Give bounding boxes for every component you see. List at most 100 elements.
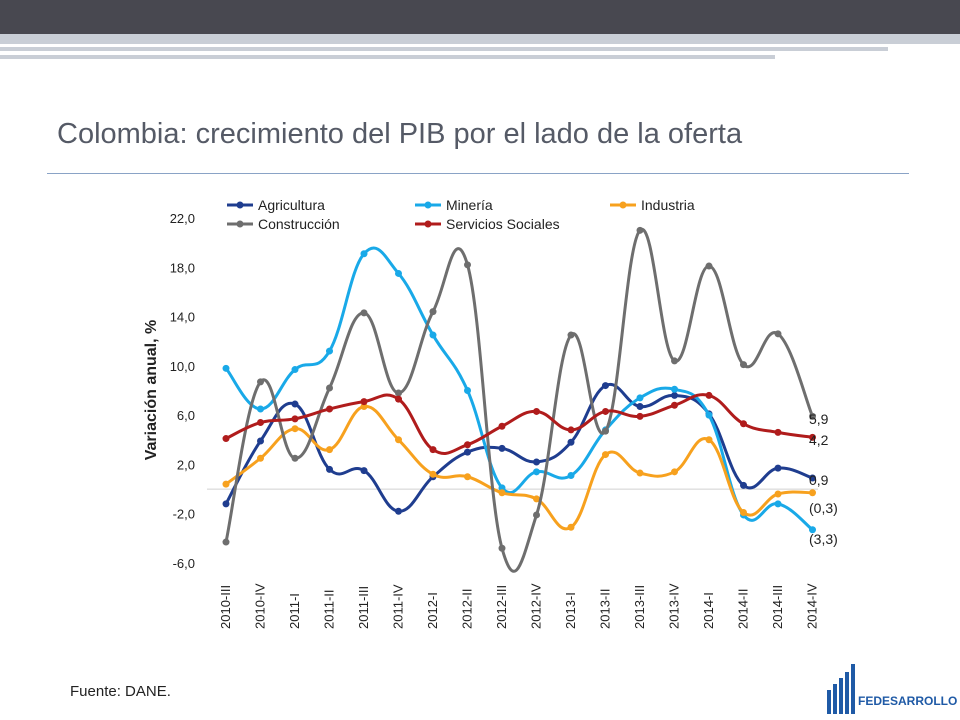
y-tick-label: 14,0: [170, 310, 195, 325]
data-point-mineria: [326, 347, 333, 355]
y-axis-label: Variación anual, %: [143, 320, 160, 461]
top-banner-stripe: [0, 34, 960, 44]
data-point-agricultura: [222, 500, 230, 508]
data-point-industria: [395, 436, 402, 444]
data-point-servicios: [533, 407, 540, 415]
x-tick-label: 2012-IV: [529, 583, 544, 629]
y-tick-label: -2,0: [173, 507, 195, 522]
data-point-construccion: [602, 427, 609, 435]
data-point-construccion: [222, 538, 230, 546]
data-point-servicios: [636, 412, 644, 420]
data-point-mineria: [360, 250, 368, 258]
data-point-servicios: [464, 441, 471, 449]
series-line-construccion: [224, 228, 814, 573]
series-line-mineria: [224, 246, 814, 531]
y-tick-label: 6,0: [177, 408, 195, 423]
top-banner: [0, 0, 960, 34]
data-point-industria: [740, 508, 747, 516]
data-point-mineria: [567, 472, 575, 480]
data-point-industria: [636, 469, 644, 477]
data-point-mineria: [809, 526, 816, 534]
data-point-agricultura: [498, 444, 506, 452]
data-point-industria: [291, 425, 299, 433]
x-tick-label: 2013-I: [563, 592, 578, 629]
data-point-servicios: [774, 428, 782, 436]
legend-label-agricultura: Agricultura: [258, 197, 325, 213]
y-tick-label: 22,0: [170, 211, 195, 226]
source-note: Fuente: DANE.: [70, 683, 171, 700]
legend-marker-mineria: [424, 201, 432, 209]
x-tick-label: 2011-IV: [391, 584, 406, 629]
data-point-agricultura: [257, 437, 264, 445]
data-point-mineria: [395, 269, 402, 277]
top-banner-line: [0, 55, 775, 59]
data-point-servicios: [395, 395, 402, 403]
legend-label-mineria: Minería: [446, 197, 493, 213]
legend-marker-construccion: [236, 220, 244, 228]
x-tick-label: 2013-III: [632, 585, 647, 629]
x-tick-label: 2011-I: [287, 593, 302, 629]
legend-marker-industria: [619, 201, 627, 209]
end-label-agricultura: 0,9: [809, 472, 829, 488]
data-point-industria: [222, 480, 230, 488]
data-point-construccion: [809, 412, 816, 420]
legend-marker-servicios: [424, 220, 432, 228]
series-line-agricultura: [224, 382, 813, 513]
data-point-agricultura: [567, 438, 575, 446]
y-tick-label: 2,0: [177, 457, 195, 472]
data-point-construccion: [464, 261, 471, 269]
data-point-agricultura: [809, 474, 816, 482]
data-point-mineria: [498, 484, 506, 492]
data-point-industria: [602, 451, 609, 459]
data-point-agricultura: [636, 403, 644, 411]
data-point-agricultura: [464, 448, 471, 456]
data-point-construccion: [671, 357, 678, 365]
data-point-servicios: [222, 435, 230, 443]
legend-label-industria: Industria: [641, 197, 695, 213]
data-point-servicios: [602, 407, 609, 415]
data-point-agricultura: [533, 458, 540, 466]
data-point-industria: [533, 495, 540, 503]
data-point-construccion: [326, 384, 333, 392]
data-point-industria: [257, 454, 264, 462]
slide-title: Colombia: crecimiento del PIB por el lad…: [57, 118, 743, 150]
y-tick-label: 10,0: [170, 359, 195, 374]
series-line-industria: [225, 405, 813, 531]
data-point-construccion: [705, 262, 713, 270]
x-tick-label: 2011-II: [322, 589, 337, 629]
data-point-construccion: [291, 454, 299, 462]
x-tick-label: 2012-II: [460, 589, 475, 629]
data-point-industria: [809, 489, 816, 497]
logo-text: FEDESARROLLO: [858, 694, 958, 708]
data-point-servicios: [809, 433, 816, 441]
data-point-servicios: [705, 391, 713, 399]
data-point-construccion: [257, 378, 264, 386]
x-tick-label: 2013-IV: [667, 583, 682, 629]
data-point-industria: [774, 490, 782, 498]
data-point-mineria: [636, 394, 644, 402]
data-point-mineria: [257, 405, 264, 413]
x-tick-label: 2013-II: [598, 589, 613, 629]
legend-label-construccion: Construcción: [258, 216, 340, 232]
x-tick-label: 2014-II: [736, 589, 751, 629]
data-point-mineria: [774, 500, 782, 508]
data-point-industria: [360, 403, 368, 411]
data-point-construccion: [774, 330, 782, 338]
y-tick-label: -6,0: [173, 556, 195, 571]
x-tick-label: 2012-I: [425, 592, 440, 629]
data-point-servicios: [257, 419, 264, 427]
x-tick-label: 2010-IV: [253, 583, 268, 629]
data-point-construccion: [533, 511, 540, 519]
x-tick-label: 2014-IV: [805, 583, 820, 629]
data-point-agricultura: [291, 400, 299, 408]
end-label-industria: (0,3): [809, 500, 838, 516]
data-point-servicios: [740, 420, 747, 428]
data-point-servicios: [567, 426, 575, 434]
data-point-agricultura: [602, 382, 609, 390]
title-divider: [47, 173, 909, 174]
end-label-servicios: 4,2: [809, 432, 829, 448]
data-point-servicios: [671, 401, 678, 409]
data-point-mineria: [533, 468, 540, 476]
data-point-agricultura: [326, 465, 333, 473]
